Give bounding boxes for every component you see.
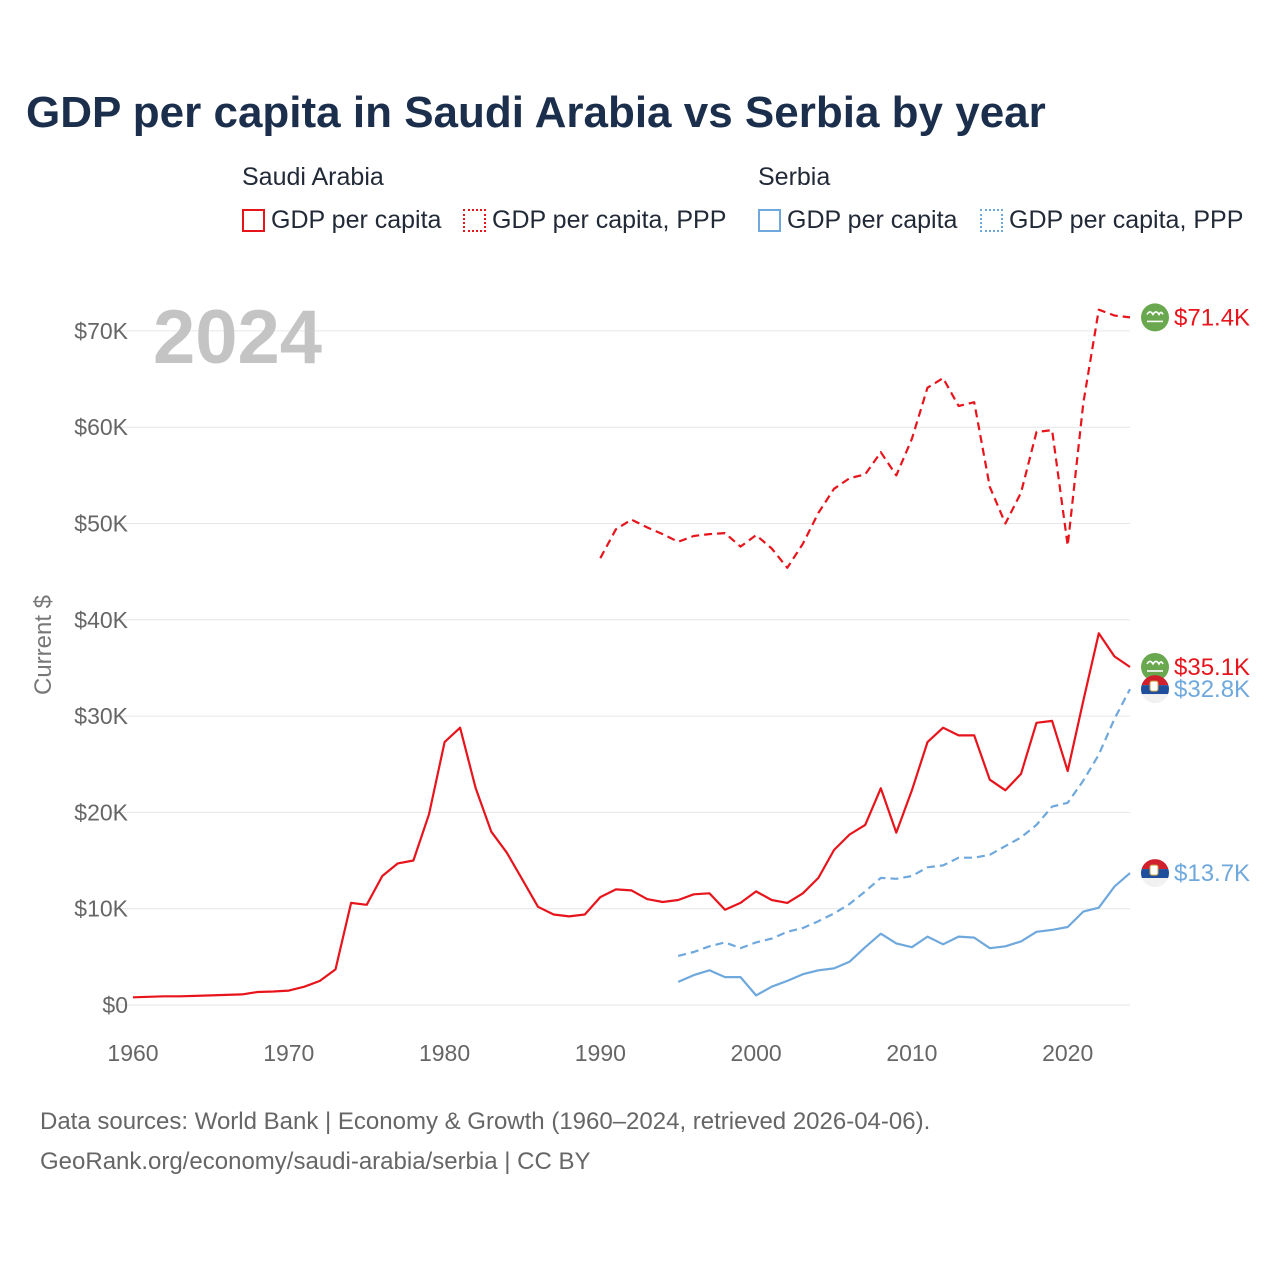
series-lines [132, 308, 1131, 999]
y-tick-label: $70K [74, 318, 128, 344]
y-tick-label: $20K [74, 799, 128, 825]
legend-label: GDP per capita, PPP [1009, 205, 1244, 234]
x-tick-label: 1970 [263, 1040, 314, 1066]
series-line-saudi-arabia-ppp[interactable] [599, 308, 1131, 569]
legend-group-serbia: Serbia [758, 163, 831, 191]
y-tick-label: $0 [102, 992, 128, 1018]
y-tick-label: $10K [74, 896, 128, 922]
flag-field [1141, 652, 1169, 681]
flag-coat-of-arms [1149, 680, 1159, 692]
series-end-label: $35.1K [1174, 654, 1250, 681]
y-tick-label: $30K [74, 703, 128, 729]
legend-item-serbia-gdp-ppp[interactable]: GDP per capita, PPP [980, 205, 1243, 235]
series-end-label: $71.4K [1174, 304, 1250, 331]
y-axis-label: Current $ [30, 595, 57, 695]
legend-item-saudi-gdp[interactable]: GDP per capita [242, 205, 441, 235]
serbia-flag-icon [1141, 859, 1169, 888]
x-tick-label: 1960 [107, 1040, 158, 1066]
y-tick-label: $50K [74, 511, 128, 537]
y-axis-ticks: $0 $10K $20K $30K $40K $50K $60K $70K [74, 318, 128, 1018]
flag-stripe-red [1141, 859, 1169, 870]
flag-stripe-white [1141, 878, 1169, 888]
legend-item-serbia-gdp[interactable]: GDP per capita [758, 205, 957, 235]
series-end-markers: $35.1K $71.4K $13.7K $32.8K [1141, 303, 1250, 888]
legend-swatch-serbia-solid [758, 208, 781, 232]
grid-lines [110, 330, 1130, 1006]
legend-label: GDP per capita, PPP [492, 205, 727, 234]
y-tick-label: $60K [74, 414, 128, 440]
x-tick-label: 1980 [419, 1040, 470, 1066]
saudi-arabia-flag-icon [1141, 652, 1169, 681]
series-end-label: $13.7K [1174, 860, 1250, 887]
footer-link[interactable]: GeoRank.org/economy/saudi-arabia/serbia … [40, 1148, 591, 1175]
x-tick-label: 2000 [731, 1040, 782, 1066]
x-tick-label: 1990 [575, 1040, 626, 1066]
serbia-flag-icon [1141, 675, 1169, 704]
footer-sources: Data sources: World Bank | Economy & Gro… [40, 1108, 931, 1135]
line-chart: $0$10K$20K$30K$40K$50K$60K$70K 1960 1970 1… [30, 295, 1250, 1066]
legend-label: GDP per capita [787, 205, 958, 234]
flag-stripe-white [1141, 694, 1169, 704]
legend-swatch-saudi-solid [242, 208, 265, 232]
x-tick-label: 2020 [1042, 1040, 1093, 1066]
flag-stripe-red [1141, 675, 1169, 686]
legend-item-saudi-gdp-ppp[interactable]: GDP per capita, PPP [463, 205, 726, 235]
series-end-label: $32.8K [1174, 676, 1250, 703]
legend-swatch-saudi-dotted [463, 208, 486, 232]
legend-group-saudi-arabia: Saudi Arabia [242, 163, 384, 191]
flag-field [1141, 303, 1169, 332]
flag-coat-of-arms [1149, 864, 1159, 876]
legend-swatch-serbia-dotted [980, 208, 1003, 232]
x-tick-label: 2010 [886, 1040, 937, 1066]
flag-script-mark [1146, 311, 1164, 317]
flag-script-mark [1146, 660, 1164, 666]
current-year-label: 2024 [153, 295, 322, 380]
x-axis-ticks: 1960 1970 1980 1990 2000 2010 2020 [107, 1040, 1093, 1066]
saudi-arabia-flag-icon [1141, 303, 1169, 332]
series-line-serbia[interactable] [677, 872, 1131, 997]
legend-label: GDP per capita [271, 205, 442, 234]
y-tick-label: $40K [74, 607, 128, 633]
series-line-serbia-ppp[interactable] [677, 688, 1131, 957]
chart-title: GDP per capita in Saudi Arabia vs Serbia… [26, 88, 1046, 137]
series-line-saudi-arabia[interactable] [132, 632, 1131, 999]
